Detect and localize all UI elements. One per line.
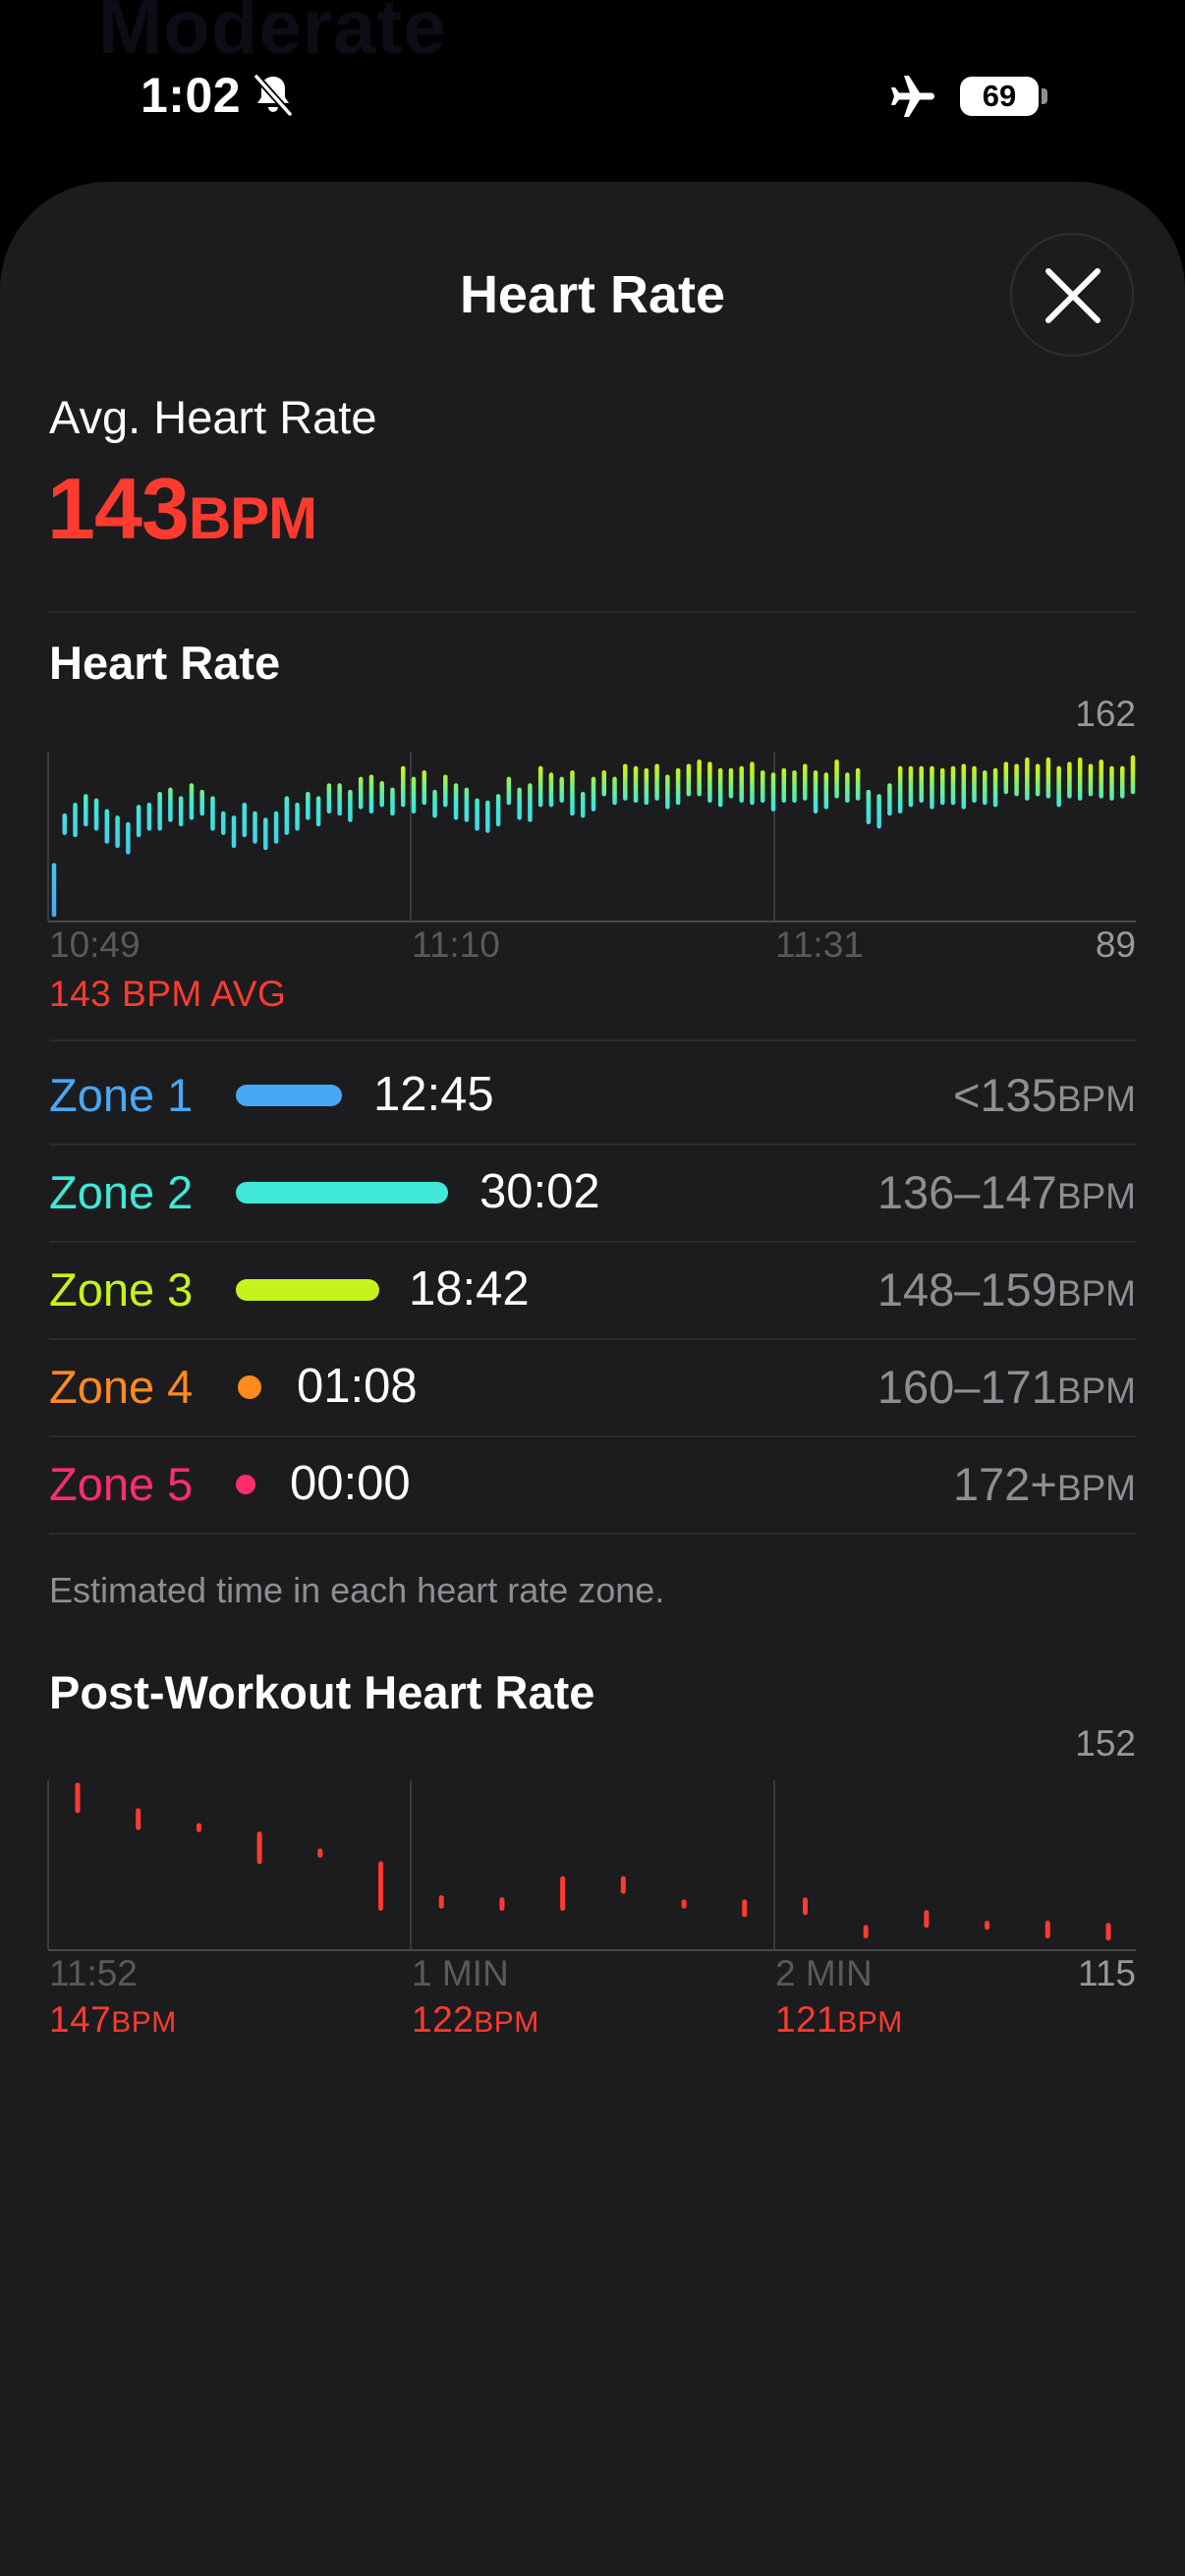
hr-tick-label: 11:31 <box>775 924 864 965</box>
sheet-title: Heart Rate <box>459 265 726 324</box>
zone-duration-dot <box>236 1474 255 1494</box>
pw-reading-unit: BPM <box>474 2006 539 2039</box>
background-app-title: Moderate <box>98 0 447 70</box>
hr-tick-label: 11:10 <box>412 924 500 965</box>
hr-tick-label: 10:49 <box>49 924 141 965</box>
post-workout-title: Post-Workout Heart Rate <box>49 1666 595 1718</box>
zone-time: 18:42 <box>409 1261 530 1316</box>
zone-range: 136–147BPM <box>877 1165 1136 1219</box>
zone-duration-dot <box>238 1374 261 1399</box>
pw-reading-value: 121 <box>775 1999 838 2040</box>
zone-time: 30:02 <box>480 1164 600 1218</box>
status-time: 1:02 <box>141 68 242 123</box>
zones-footnote: Estimated time in each heart rate zone. <box>49 1570 665 1610</box>
zone-divider <box>49 1241 1136 1243</box>
zone-time: 01:08 <box>297 1359 418 1413</box>
zone-range-unit: BPM <box>1056 1370 1136 1411</box>
pw-reading: 122BPM <box>412 1999 539 2041</box>
zone-range-value: 172+ <box>952 1457 1057 1510</box>
zone-range-value: 136–147 <box>876 1165 1057 1218</box>
pw-tick-label: 2 MIN <box>775 1953 873 1993</box>
zone-range-unit: BPM <box>1056 1467 1136 1508</box>
bell-slash-icon <box>254 74 293 117</box>
post-workout-chart <box>47 1780 1136 1951</box>
pw-y-min-label: 115 <box>1078 1953 1136 1993</box>
avg-value-number: 143 <box>47 460 190 557</box>
zone-range-value: 160–171 <box>876 1360 1057 1413</box>
zone-duration-bar <box>236 1181 448 1204</box>
pw-reading-value: 122 <box>412 1999 475 2040</box>
zone-divider <box>49 1338 1136 1340</box>
divider <box>49 611 1136 613</box>
zone-duration-bar <box>236 1084 342 1106</box>
zone-name: Zone 3 <box>49 1262 194 1316</box>
avg-heart-rate-value: 143BPM <box>47 459 317 559</box>
pw-tick-label: 1 MIN <box>412 1953 509 1993</box>
zone-range: 148–159BPM <box>877 1262 1136 1316</box>
avg-heart-rate-label: Avg. Heart Rate <box>49 391 377 443</box>
close-icon <box>1045 268 1100 323</box>
zone-range-unit: BPM <box>1056 1078 1136 1119</box>
hr-y-max-label: 162 <box>1075 694 1136 734</box>
pw-reading-unit: BPM <box>111 2006 177 2039</box>
zone-name: Zone 2 <box>49 1165 194 1218</box>
zone-range: <135BPM <box>953 1068 1136 1122</box>
zone-range: 172+BPM <box>953 1457 1136 1511</box>
pw-reading: 147BPM <box>49 1999 177 2041</box>
hr-y-min-label: 89 <box>1095 924 1136 965</box>
pw-reading: 121BPM <box>775 1999 903 2041</box>
zone-divider <box>49 1435 1136 1437</box>
zone-duration-bar <box>236 1278 379 1301</box>
zone-time: 00:00 <box>290 1456 411 1510</box>
status-bar: Moderate 1:02 69 <box>0 0 1185 187</box>
zone-name: Zone 1 <box>49 1068 194 1121</box>
zone-name: Zone 5 <box>49 1457 194 1510</box>
avg-value-unit: BPM <box>188 485 317 551</box>
pw-tick-label: 11:52 <box>49 1953 138 1993</box>
close-button[interactable] <box>1010 233 1134 357</box>
zone-divider <box>49 1144 1136 1146</box>
zone-range: 160–171BPM <box>877 1360 1136 1414</box>
battery-cap <box>1042 88 1047 104</box>
zone-range-unit: BPM <box>1056 1272 1136 1314</box>
heart-rate-chart-title: Heart Rate <box>49 637 281 689</box>
battery-level: 69 <box>960 77 1039 116</box>
heart-rate-chart <box>47 752 1136 923</box>
heart-rate-sheet: Heart Rate Avg. Heart Rate 143BPM Heart … <box>0 182 1185 2576</box>
divider <box>49 1039 1136 1041</box>
pw-reading-value: 147 <box>49 1999 112 2040</box>
hr-avg-label: 143 BPM AVG <box>49 974 287 1014</box>
pw-y-max-label: 152 <box>1075 1723 1136 1764</box>
zone-name: Zone 4 <box>49 1360 194 1413</box>
zone-time: 12:45 <box>373 1067 494 1121</box>
airplane-icon <box>891 76 934 117</box>
zone-range-value: 148–159 <box>876 1262 1057 1316</box>
pw-reading-unit: BPM <box>837 2006 903 2039</box>
zone-range-unit: BPM <box>1056 1175 1136 1216</box>
zone-divider <box>49 1533 1136 1535</box>
zone-range-value: <135 <box>952 1068 1057 1121</box>
